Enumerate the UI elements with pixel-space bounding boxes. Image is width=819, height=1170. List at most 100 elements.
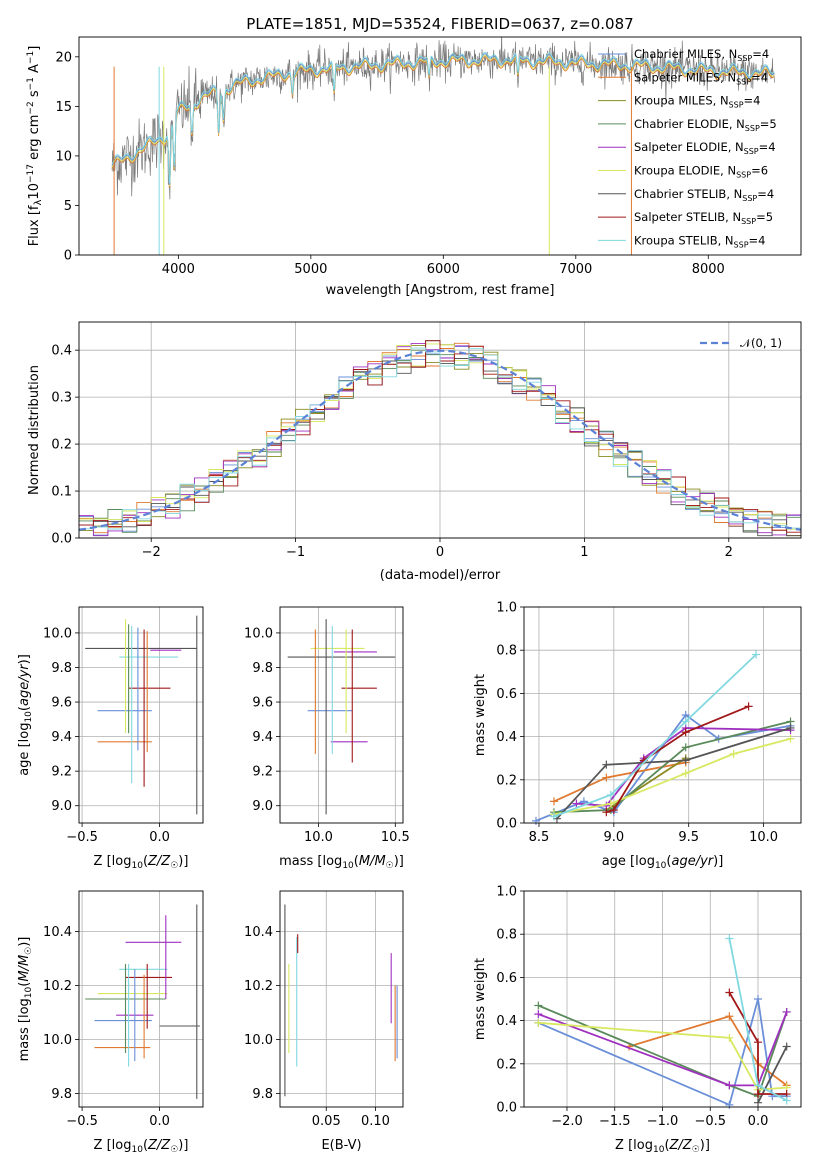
weight-marker xyxy=(602,773,611,782)
x-tick-label: 6000 xyxy=(427,262,460,277)
weight-marker xyxy=(572,799,581,808)
y-tick-label: 0.8 xyxy=(496,928,517,943)
weight-vs-age-axes: 8.5 9.0 9.5 10.0 0.0 0.2 0.4 0.6 0.8 1.0 xyxy=(496,601,801,845)
y-tick-label: 20 xyxy=(55,50,72,65)
legend-entry: 𝒩(0, 1) xyxy=(740,336,782,350)
y-tick-label: 10 xyxy=(55,149,72,164)
weight-series-line xyxy=(576,727,791,807)
weight-marker xyxy=(786,734,795,743)
y-tick-label: 10.0 xyxy=(43,626,72,641)
x-tick-label: −1.5 xyxy=(599,1114,631,1129)
y-tick-label: 0.1 xyxy=(51,485,72,500)
weight-marker xyxy=(725,1100,734,1109)
spectrum-axes: 4000 5000 6000 7000 8000 0 5 10 15 20 xyxy=(55,50,724,277)
age-vs-Z-axes: −0.5 0.0 9.0 9.2 9.4 9.6 9.8 10.0 xyxy=(43,607,203,845)
weight-marker xyxy=(782,1007,791,1016)
weight-marker xyxy=(754,1038,763,1047)
axis-label: wavelength [Angstrom, rest frame] xyxy=(326,283,555,298)
axis-label: Z [log10(Z/Z☉)] xyxy=(94,1138,189,1155)
weight-marker xyxy=(534,1018,543,1027)
y-tick-label: 0.4 xyxy=(496,1014,517,1029)
y-tick-label: 9.6 xyxy=(51,696,72,711)
legend-entry: Kroupa STELIB, NSSP=4 xyxy=(634,233,765,249)
axes-frame xyxy=(78,321,802,539)
weight-marker xyxy=(725,1081,734,1090)
weight-marker xyxy=(754,995,763,1003)
axis-label: mass [log10(M/M☉)] xyxy=(279,854,404,871)
axis-label: Normed distribution xyxy=(27,365,42,495)
weight-marker xyxy=(754,1081,763,1090)
y-tick-label: 0.2 xyxy=(496,1057,517,1072)
y-axis-label: Flux [fλ10−17 erg cm−2 s−1 A−1] xyxy=(26,46,44,247)
y-tick-label: 9.4 xyxy=(252,730,273,745)
axes-frame xyxy=(78,606,204,824)
y-tick-label: 10.0 xyxy=(244,626,273,641)
y-tick-label: 10.0 xyxy=(244,1033,273,1048)
x-tick-label: 0.05 xyxy=(312,1114,341,1129)
x-tick-label: −1 xyxy=(286,545,305,560)
y-tick-label: 9.2 xyxy=(51,765,72,780)
x-tick-label: −0.5 xyxy=(66,830,98,845)
axis-label: E(B-V) xyxy=(321,1138,361,1153)
axes-frame xyxy=(78,890,204,1108)
y-tick-label: 10.0 xyxy=(43,1033,72,1048)
x-tick-label: 0.0 xyxy=(149,830,170,845)
x-tick-label: −0.5 xyxy=(694,1114,726,1129)
weight-marker xyxy=(744,702,753,711)
weight-series-line xyxy=(553,653,757,818)
x-tick-label: 0.0 xyxy=(748,1114,769,1129)
weight-marker xyxy=(681,717,690,726)
y-tick-label: 9.6 xyxy=(252,696,273,711)
weight-series-line xyxy=(537,1011,788,1087)
weight-marker xyxy=(681,728,690,737)
weight-series-line xyxy=(553,720,791,814)
weight-series-line xyxy=(628,1015,788,1087)
weight-series-line xyxy=(538,1021,787,1091)
weight-marker xyxy=(729,749,738,758)
axes-frame xyxy=(523,606,802,824)
x-tick-label: 8.5 xyxy=(529,830,550,845)
y-tick-label: 9.4 xyxy=(51,730,72,745)
y-tick-label: 0.0 xyxy=(496,1101,517,1116)
weight-series-line xyxy=(556,727,791,820)
mass-vs-EBV-axes: 0.05 0.10 9.8 10.0 10.2 10.4 xyxy=(244,891,403,1129)
y-tick-label: 9.0 xyxy=(51,799,72,814)
mass-vs-Z-axes: −0.5 0.0 9.8 10.0 10.2 10.4 xyxy=(43,891,203,1129)
axis-label: age [log10(age/yr)] xyxy=(602,854,724,871)
weight-series-line xyxy=(728,992,787,1095)
axis-label: age [log10(age/yr)] xyxy=(17,654,34,776)
weight-marker xyxy=(782,1096,791,1105)
weight-marker xyxy=(681,743,690,752)
y-tick-label: 9.0 xyxy=(252,799,273,814)
x-tick-label: −2.0 xyxy=(551,1114,583,1129)
axis-label: Z [log10(Z/Z☉)] xyxy=(94,854,189,871)
y-tick-label: 0.4 xyxy=(51,344,72,359)
weight-series-line xyxy=(537,1004,788,1098)
y-tick-label: 10.4 xyxy=(43,925,72,940)
weight-marker xyxy=(725,934,734,943)
figure-title: PLATE=1851, MJD=53524, FIBERID=0637, z=0… xyxy=(246,15,633,33)
residual-histogram xyxy=(79,340,801,533)
y-tick-label: 0.2 xyxy=(51,438,72,453)
weight-marker xyxy=(531,816,540,825)
weight-marker xyxy=(606,790,615,799)
y-tick-label: 0.6 xyxy=(496,971,517,986)
x-tick-label: 9.0 xyxy=(603,830,624,845)
x-tick-label: 2 xyxy=(725,545,733,560)
y-tick-label: 10.2 xyxy=(244,979,273,994)
x-tick-label: 10.5 xyxy=(381,830,410,845)
x-tick-label: 0 xyxy=(436,545,444,560)
axis-label: (data-model)/error xyxy=(380,568,501,583)
legend-entry: Kroupa ELODIE, NSSP=6 xyxy=(634,164,768,180)
weight-marker xyxy=(725,1012,734,1021)
weight-marker xyxy=(609,806,618,815)
weight-marker xyxy=(754,1098,763,1107)
x-tick-label: 4000 xyxy=(162,262,195,277)
weight-marker xyxy=(602,760,611,769)
weight-marker xyxy=(549,812,558,821)
x-tick-label: 5000 xyxy=(294,262,327,277)
axis-label: mass weight xyxy=(473,674,488,756)
normal-curve xyxy=(78,349,802,531)
x-tick-label: 1 xyxy=(580,545,588,560)
